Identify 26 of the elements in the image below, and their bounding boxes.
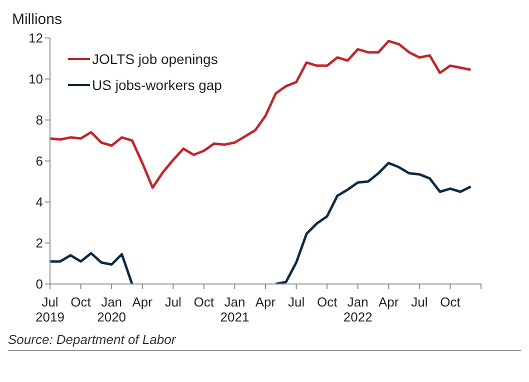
x-tick-label: Jan 2022 — [343, 294, 372, 325]
x-tick-label: Jan 2020 — [97, 294, 126, 325]
y-tick-label: 4 — [36, 194, 43, 210]
y-tick-label: 12 — [28, 30, 43, 46]
line-series — [50, 40, 472, 189]
x-tick-label: Jan 2021 — [220, 294, 250, 325]
x-tick-label: Oct — [70, 294, 92, 310]
y-tick-label: 10 — [28, 72, 43, 87]
x-tick-label: Oct — [440, 294, 461, 310]
x-tick-label: Jul — [164, 294, 182, 310]
y-tick-label: 2 — [36, 236, 43, 251]
x-tick-label: Jul — [411, 294, 428, 310]
x-tick-label: Apr — [255, 294, 276, 310]
y-tick-label: 6 — [36, 154, 43, 169]
x-tick-label: Oct — [316, 294, 338, 310]
source-note: Source: Department of Labor — [8, 332, 521, 351]
x-tick-label: Apr — [378, 294, 400, 310]
x-tick-label: Oct — [194, 294, 214, 310]
y-tick-label: 0 — [36, 276, 43, 292]
legend-label: US jobs-workers gap — [92, 76, 222, 95]
y-tick-label: 8 — [36, 112, 43, 128]
y-axis-title: Millions — [12, 11, 62, 28]
x-tick-label: Apr — [132, 294, 154, 310]
x-tick-label: Jul 2019 — [36, 294, 64, 325]
x-tick-label: Jul — [288, 294, 305, 310]
legend-label: JOLTS job openings — [92, 50, 218, 69]
